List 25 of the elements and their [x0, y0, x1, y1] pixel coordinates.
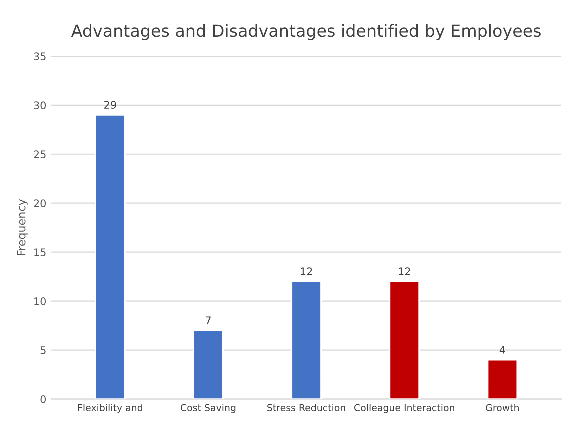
x-tick-label: Stress Reduction [268, 404, 346, 412]
y-tick-label: 15 [34, 248, 46, 256]
y-tick-label: 30 [34, 102, 46, 110]
data-label: 12 [301, 268, 312, 276]
bar [291, 281, 322, 400]
bar [193, 330, 224, 400]
bar [95, 114, 126, 400]
bar [487, 359, 518, 400]
y-tick-label: 10 [34, 298, 46, 306]
y-tick-label: 0 [40, 396, 46, 404]
data-label: 12 [399, 268, 410, 276]
x-tick-label: Cost Saving [181, 404, 236, 414]
y-tick-label: 25 [34, 150, 46, 158]
bar [389, 281, 420, 400]
y-axis-title: Frequency [17, 199, 28, 256]
y-tick-label: 35 [34, 52, 46, 61]
x-tick-label: Colleague Interaction [354, 404, 454, 414]
x-tick-label: Growth [486, 404, 519, 412]
data-label: 29 [104, 101, 116, 110]
data-label: 4 [500, 346, 506, 354]
y-tick-label: 5 [40, 346, 46, 354]
chart-title: Advantages and Disadvantages identified by Employees [71, 24, 541, 40]
data-label: 7 [206, 316, 211, 324]
y-tick-label: 20 [34, 200, 46, 208]
x-tick-label: Flexibility and [78, 404, 142, 414]
